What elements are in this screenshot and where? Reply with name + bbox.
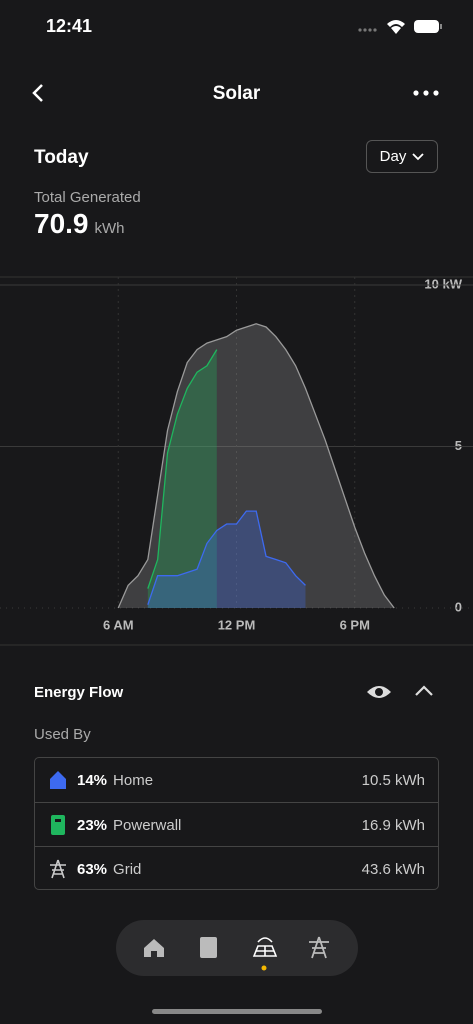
x-tick-label: 6 AM [103, 617, 134, 632]
usage-label: Home [113, 771, 154, 789]
section-title: Energy Flow [34, 684, 124, 701]
usage-percent: 14% [77, 771, 108, 789]
chart: 0 5 10 kW 6 AM 12 PM 6 PM [0, 276, 473, 646]
summary-value: 70.9 kWh [34, 208, 125, 240]
series-area [147, 349, 217, 608]
series-line [117, 323, 395, 609]
page-title: Solar [212, 83, 261, 104]
usage-percent: 63% [77, 860, 108, 878]
x-tick-label: 12 PM [218, 617, 256, 632]
active-indicator [261, 965, 267, 971]
total-value: 70.9 [34, 208, 89, 239]
status-time: 12:41 [46, 16, 93, 36]
usage-row: 23% Powerwall 16.9 kWh [35, 802, 438, 847]
usage-value: 10.5 kWh [361, 771, 425, 789]
usage-value: 43.6 kWh [361, 860, 425, 878]
series-line [147, 349, 218, 589]
total-unit: kWh [94, 220, 125, 237]
tab-powerwall[interactable] [200, 937, 217, 958]
period-label: Today [34, 147, 89, 168]
range-label: Day [379, 148, 407, 165]
powerwall-icon [51, 815, 65, 835]
more-button[interactable] [412, 84, 440, 102]
usage-row: 63% Grid 43.6 kWh [35, 846, 438, 891]
y-tick-label: 10 kW [424, 276, 462, 291]
tab-solar[interactable] [252, 937, 278, 957]
chevron [412, 152, 424, 160]
usage-row: 14% Home 10.5 kWh [35, 758, 438, 802]
range-dropdown[interactable]: Day [366, 140, 438, 173]
series-area [147, 511, 306, 608]
home-icon [50, 771, 66, 789]
section-subtitle: Used By [34, 726, 91, 743]
y-tick-label: 0 [455, 599, 462, 614]
grid-icon [50, 859, 66, 879]
tab-home[interactable] [144, 939, 164, 957]
series-area [118, 323, 395, 608]
tab-grid[interactable] [309, 936, 329, 959]
usage-percent: 23% [77, 816, 108, 834]
summary-label: Total Generated [34, 189, 141, 206]
visibility-toggle[interactable] [366, 682, 392, 702]
usage-value: 16.9 kWh [361, 816, 425, 834]
back-button[interactable] [28, 82, 50, 104]
status-icons [358, 20, 442, 34]
collapse-button[interactable] [414, 684, 434, 698]
home-indicator [152, 1009, 322, 1014]
series-line [147, 510, 306, 605]
usage-table: 14% Home 10.5 kWh 23% Powerwall 16.9 kWh… [34, 757, 439, 890]
usage-label: Grid [113, 860, 142, 878]
x-tick-label: 6 PM [340, 617, 370, 632]
usage-label: Powerwall [113, 816, 182, 834]
tab-bar [116, 920, 358, 976]
y-tick-label: 5 [455, 438, 462, 453]
